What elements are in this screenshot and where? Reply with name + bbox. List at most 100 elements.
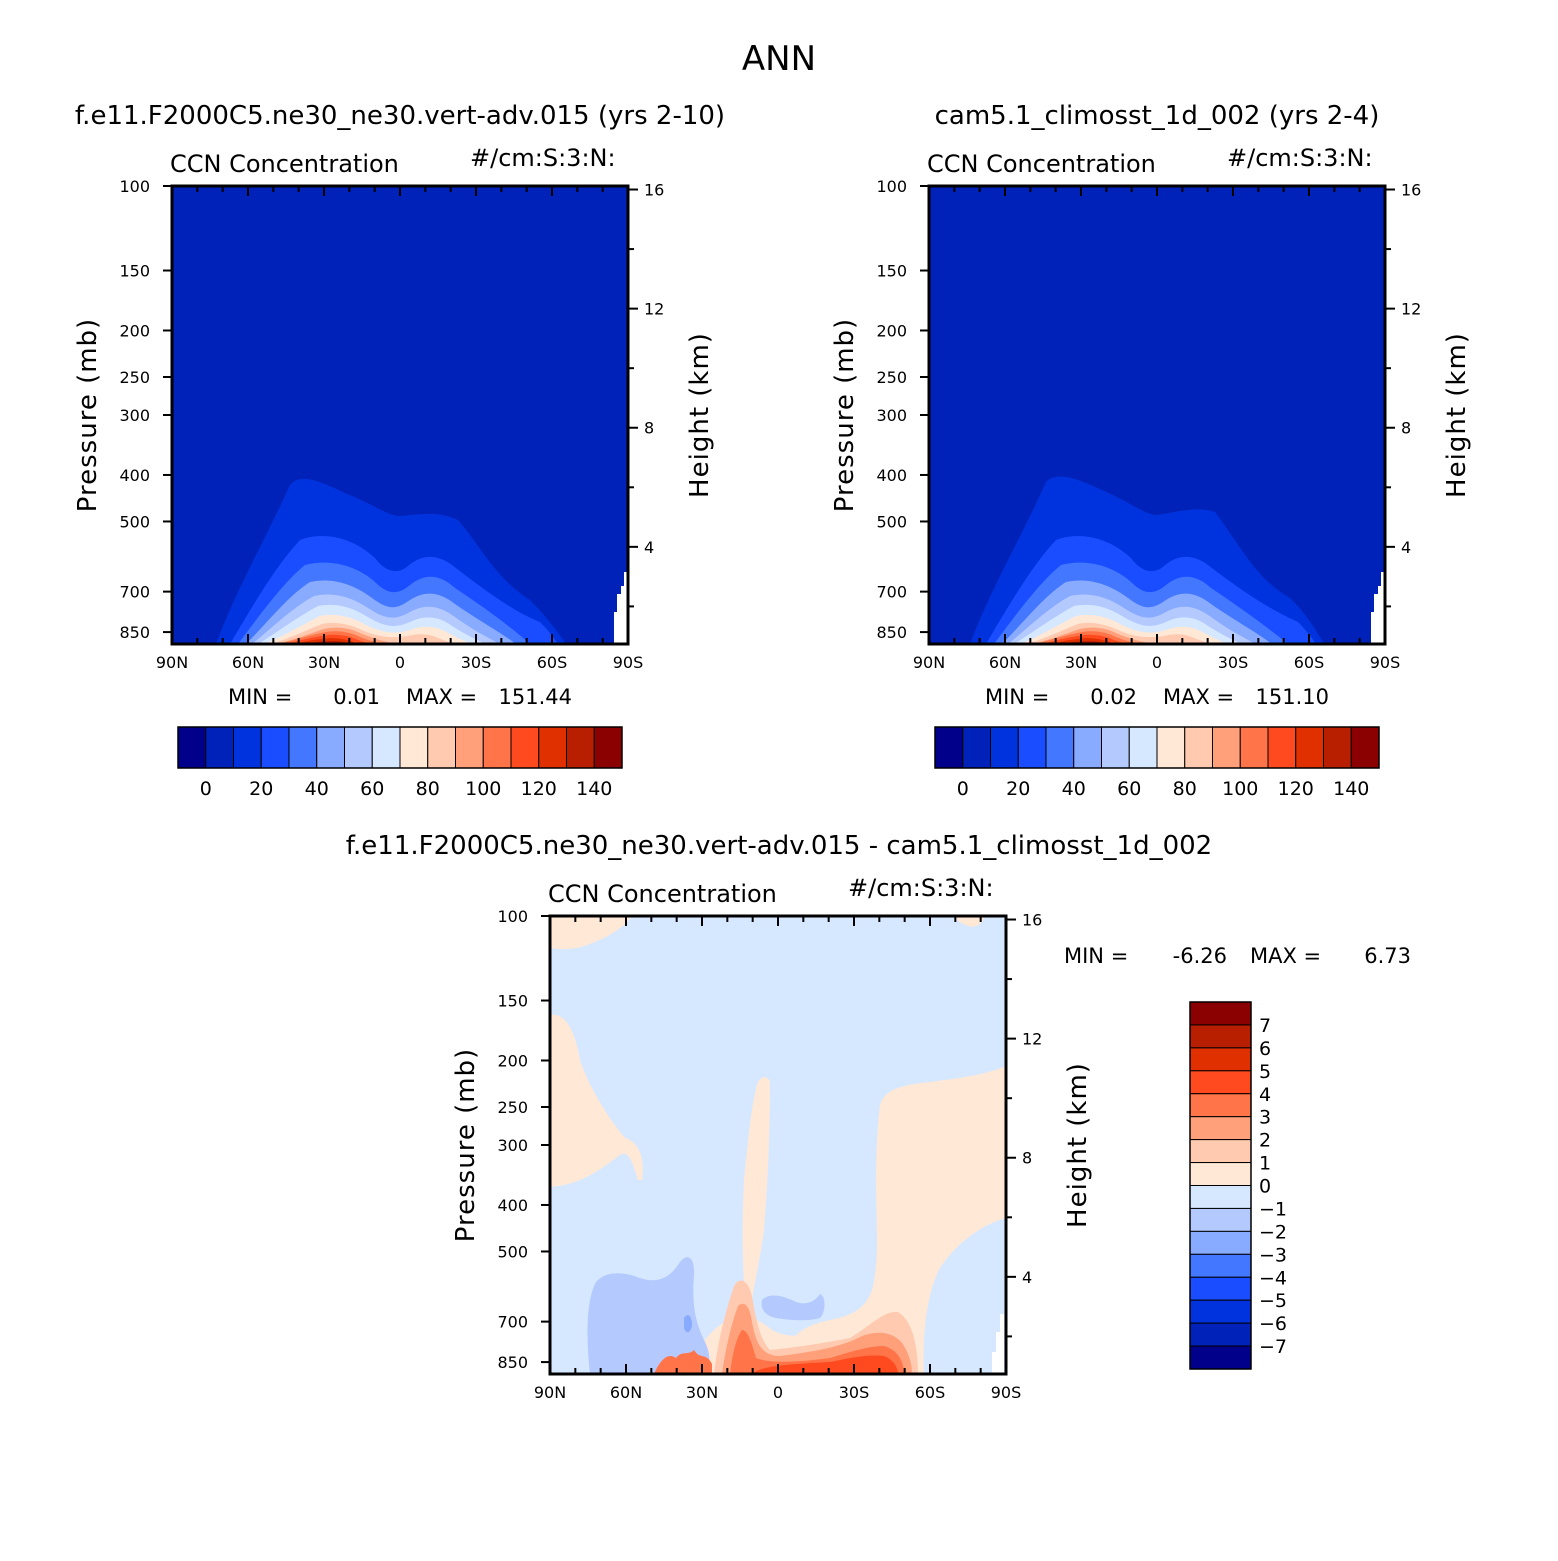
y-tick-label: 150 bbox=[119, 262, 150, 281]
colorbar-swatch bbox=[1189, 1322, 1252, 1347]
colorbar-label: 80 bbox=[416, 778, 440, 800]
max-label: MAX = bbox=[1163, 685, 1234, 709]
variable-label: CCN Concentration bbox=[170, 150, 399, 178]
colorbar-label: −5 bbox=[1259, 1290, 1287, 1312]
negative-region-left bbox=[587, 1257, 710, 1374]
y2-tick-label: 16 bbox=[1022, 911, 1042, 930]
x-tick-label: 90S bbox=[991, 1383, 1022, 1402]
colorbar: 0 20 40 60 80 100 120 140 bbox=[934, 726, 1380, 800]
colorbar-label: −7 bbox=[1259, 1336, 1287, 1358]
panel-control: cam5.1_climosst_1d_002 (yrs 2-4) CCN Con… bbox=[830, 101, 1472, 800]
x-axis: 90N 60N 30N 0 30S 60S 90S bbox=[156, 186, 643, 672]
colorbar-swatch bbox=[260, 726, 290, 769]
colorbar-label: 3 bbox=[1259, 1107, 1271, 1129]
variable-label: CCN Concentration bbox=[927, 150, 1156, 178]
y-axis-label: Pressure (mb) bbox=[451, 1048, 481, 1242]
colorbar-swatch bbox=[934, 726, 964, 769]
y-axis: 100 150 200 250 300 400 500 700 850 bbox=[876, 177, 929, 642]
colorbar-label: 4 bbox=[1259, 1084, 1271, 1106]
x-tick-label: 60N bbox=[610, 1383, 642, 1402]
y2-tick-label: 12 bbox=[1022, 1030, 1042, 1049]
colorbar-swatch bbox=[1189, 1024, 1252, 1049]
colorbar-label: 40 bbox=[1062, 778, 1086, 800]
x-tick-label: 90N bbox=[156, 653, 188, 672]
y-tick-label: 500 bbox=[119, 512, 150, 531]
colorbar-label: 6 bbox=[1259, 1038, 1271, 1060]
colorbar-label: −4 bbox=[1259, 1267, 1287, 1289]
x-tick-label: 0 bbox=[773, 1383, 783, 1402]
colorbar-swatch bbox=[1189, 1093, 1252, 1118]
min-label: MIN = bbox=[228, 685, 292, 709]
y-tick-label: 150 bbox=[876, 262, 907, 281]
positive-region-center bbox=[742, 1077, 770, 1300]
colorbar-label: 100 bbox=[465, 778, 501, 800]
colorbar-label: 100 bbox=[1222, 778, 1258, 800]
panel-title: cam5.1_climosst_1d_002 (yrs 2-4) bbox=[935, 101, 1380, 131]
colorbar-label: 0 bbox=[1259, 1176, 1271, 1198]
colorbar-label: 2 bbox=[1259, 1130, 1271, 1152]
colorbar-swatch bbox=[1189, 1207, 1252, 1232]
y-tick-label: 200 bbox=[119, 321, 150, 340]
missing-data-region bbox=[614, 572, 628, 644]
contour-field bbox=[172, 186, 628, 644]
colorbar-label: −1 bbox=[1259, 1198, 1287, 1220]
colorbar-swatch bbox=[1295, 726, 1324, 769]
missing-data-region bbox=[1371, 572, 1385, 644]
colorbar-swatch bbox=[1184, 726, 1213, 769]
colorbar-swatch bbox=[1101, 726, 1130, 769]
figure-title: ANN bbox=[742, 39, 816, 79]
y-tick-label: 500 bbox=[876, 512, 907, 531]
colorbar-swatch bbox=[1156, 726, 1186, 769]
x-tick-label: 60N bbox=[989, 653, 1021, 672]
colorbar-swatch bbox=[1189, 1185, 1252, 1209]
x-tick-label: 60S bbox=[537, 653, 568, 672]
x-axis: 90N 60N 30N 0 30S 60S 90S bbox=[534, 916, 1021, 1402]
colorbar-swatch bbox=[1045, 726, 1075, 769]
colorbar-swatch bbox=[1189, 1070, 1252, 1095]
colorbar-swatch bbox=[1212, 726, 1241, 769]
colorbar-swatch bbox=[1267, 726, 1297, 769]
y-tick-label: 250 bbox=[876, 368, 907, 387]
y-tick-label: 700 bbox=[876, 583, 907, 602]
x-tick-label: 90S bbox=[613, 653, 644, 672]
y-tick-label: 250 bbox=[497, 1098, 528, 1117]
colorbar-swatch bbox=[566, 726, 595, 769]
max-value: 6.73 bbox=[1364, 944, 1411, 968]
positive-region-top-left bbox=[550, 916, 632, 950]
y-axis-label: Pressure (mb) bbox=[73, 318, 103, 512]
x-tick-label: 30S bbox=[839, 1383, 870, 1402]
x-tick-label: 90S bbox=[1370, 653, 1401, 672]
colorbar-label: 60 bbox=[1117, 778, 1141, 800]
colorbar-swatch bbox=[233, 726, 262, 769]
missing-data-region bbox=[992, 1314, 1004, 1374]
colorbar-swatch bbox=[371, 726, 401, 769]
colorbar-label: 7 bbox=[1259, 1015, 1271, 1037]
colorbar-label: −3 bbox=[1259, 1244, 1287, 1266]
colorbar-swatch bbox=[510, 726, 540, 769]
max-label: MAX = bbox=[406, 685, 477, 709]
x-tick-label: 30N bbox=[1065, 653, 1097, 672]
contour-field bbox=[550, 916, 1006, 1374]
colorbar-swatch bbox=[1189, 1276, 1252, 1301]
y-tick-label: 100 bbox=[497, 907, 528, 926]
y-tick-label: 300 bbox=[876, 406, 907, 425]
colorbar-swatch bbox=[482, 726, 512, 769]
y-tick-label: 700 bbox=[497, 1313, 528, 1332]
colorbar-frame bbox=[1189, 1001, 1252, 1370]
y2-axis-label: Height (km) bbox=[685, 332, 715, 498]
colorbar-swatch bbox=[1189, 1230, 1252, 1255]
y-tick-label: 850 bbox=[119, 623, 150, 642]
colorbar-swatch bbox=[1189, 1253, 1252, 1278]
x-tick-label: 30N bbox=[308, 653, 340, 672]
y-tick-label: 250 bbox=[119, 368, 150, 387]
y2-tick-label: 16 bbox=[644, 181, 664, 200]
y2-axis: 16 12 8 4 bbox=[1006, 911, 1042, 1338]
y2-tick-label: 8 bbox=[644, 419, 654, 438]
colorbar-swatch bbox=[427, 726, 456, 769]
positive-level-5 bbox=[752, 1355, 898, 1374]
x-tick-label: 0 bbox=[395, 653, 405, 672]
y2-tick-label: 4 bbox=[1401, 538, 1411, 557]
colorbar-swatch bbox=[1350, 726, 1380, 769]
colorbar-swatch bbox=[399, 726, 429, 769]
